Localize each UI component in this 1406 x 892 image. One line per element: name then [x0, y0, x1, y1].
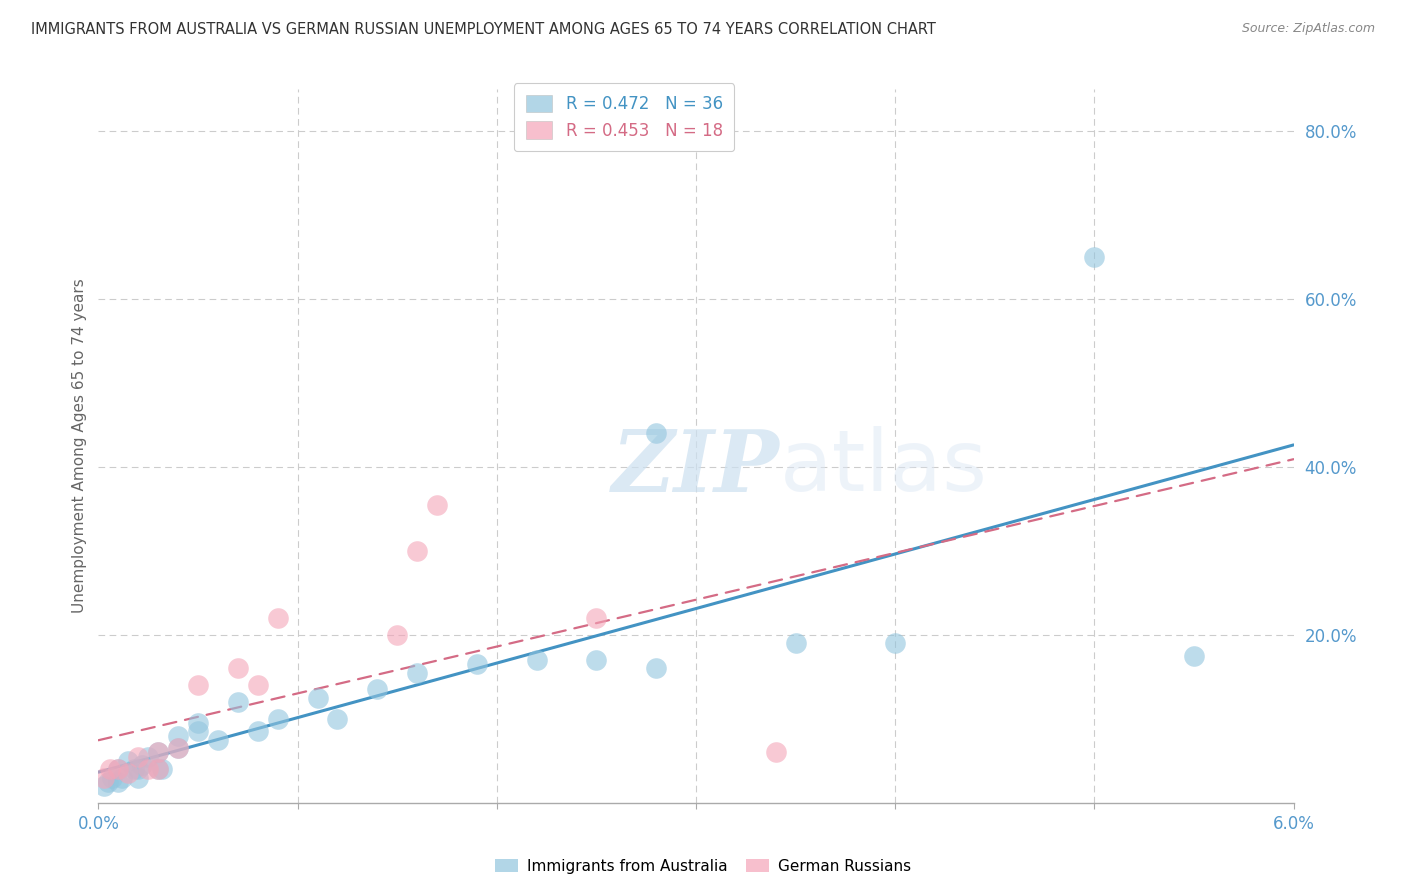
Point	[107, 762, 129, 776]
Point	[148, 762, 170, 776]
Point	[645, 661, 668, 675]
Point	[267, 712, 290, 726]
Point	[117, 754, 139, 768]
Point	[148, 762, 170, 776]
Point	[93, 779, 115, 793]
Point	[207, 732, 229, 747]
Text: Source: ZipAtlas.com: Source: ZipAtlas.com	[1241, 22, 1375, 36]
Point	[307, 690, 329, 705]
Point	[765, 746, 787, 760]
Point	[585, 653, 607, 667]
Point	[187, 716, 209, 731]
Point	[136, 762, 159, 776]
Point	[93, 771, 115, 785]
Point	[187, 678, 209, 692]
Point	[426, 498, 449, 512]
Point	[385, 628, 409, 642]
Legend: R = 0.472   N = 36, R = 0.453   N = 18: R = 0.472 N = 36, R = 0.453 N = 18	[515, 83, 734, 152]
Point	[406, 665, 429, 680]
Legend: Immigrants from Australia, German Russians: Immigrants from Australia, German Russia…	[489, 853, 917, 880]
Point	[148, 746, 170, 760]
Point	[366, 682, 388, 697]
Point	[1182, 648, 1205, 663]
Point	[98, 762, 122, 776]
Point	[785, 636, 807, 650]
Point	[167, 729, 190, 743]
Point	[124, 762, 146, 776]
Point	[226, 695, 249, 709]
Point	[226, 661, 249, 675]
Point	[167, 741, 190, 756]
Text: ZIP: ZIP	[613, 425, 780, 509]
Point	[117, 766, 139, 780]
Point	[111, 771, 134, 785]
Point	[645, 426, 668, 441]
Text: atlas: atlas	[779, 425, 987, 509]
Point	[187, 724, 209, 739]
Point	[127, 771, 149, 785]
Point	[107, 774, 129, 789]
Point	[97, 774, 120, 789]
Point	[167, 741, 190, 756]
Point	[526, 653, 548, 667]
Point	[246, 678, 269, 692]
Point	[465, 657, 488, 672]
Point	[150, 762, 173, 776]
Point	[585, 611, 607, 625]
Point	[148, 746, 170, 760]
Point	[101, 771, 124, 785]
Text: IMMIGRANTS FROM AUSTRALIA VS GERMAN RUSSIAN UNEMPLOYMENT AMONG AGES 65 TO 74 YEA: IMMIGRANTS FROM AUSTRALIA VS GERMAN RUSS…	[31, 22, 936, 37]
Point	[884, 636, 907, 650]
Y-axis label: Unemployment Among Ages 65 to 74 years: Unemployment Among Ages 65 to 74 years	[72, 278, 87, 614]
Point	[246, 724, 269, 739]
Point	[406, 544, 429, 558]
Point	[127, 749, 149, 764]
Point	[1083, 250, 1105, 264]
Point	[267, 611, 290, 625]
Point	[107, 762, 129, 776]
Point	[127, 762, 149, 776]
Point	[326, 712, 349, 726]
Point	[136, 749, 159, 764]
Point	[131, 758, 153, 772]
